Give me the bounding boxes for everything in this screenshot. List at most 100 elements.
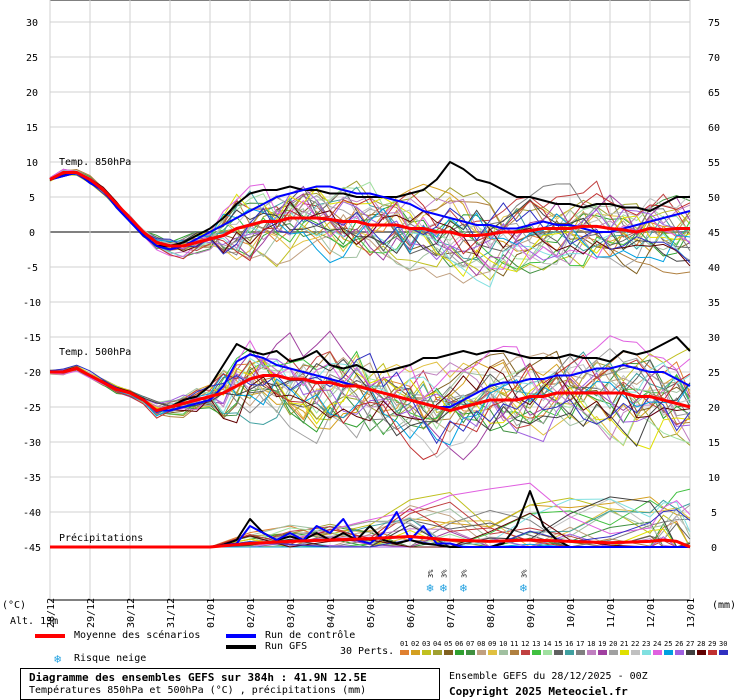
pert-number: 21 xyxy=(620,640,629,648)
pert-swatch xyxy=(400,650,409,655)
pert-swatch xyxy=(587,650,596,655)
left-tick-label: -40 xyxy=(23,508,41,519)
snow-risk: 3% ❄ 3% ❄ 3% ❄ 3% ❄ xyxy=(426,569,528,595)
pert-swatch xyxy=(499,650,508,655)
right-unit: (mm) xyxy=(712,600,737,611)
pert-number: 19 xyxy=(598,640,607,648)
x-tick-label: 03/01 xyxy=(286,598,297,628)
x-tick-label: 13/01 xyxy=(686,598,697,628)
footer-title: Diagramme des ensembles GEFS sur 384h : … xyxy=(29,671,367,684)
panel-label-t850: Temp. 850hPa xyxy=(59,157,131,168)
pert-number: 24 xyxy=(653,640,662,648)
pert-number: 17 xyxy=(576,640,585,648)
pert-number: 20 xyxy=(609,640,618,648)
pert-swatch xyxy=(664,650,673,655)
perturbation-line xyxy=(49,358,691,443)
pert-number: 13 xyxy=(532,640,541,648)
pert-number: 05 xyxy=(444,640,453,648)
snowflake-icon: ❄ xyxy=(460,581,467,595)
pert-swatch xyxy=(631,650,640,655)
perturbation-line xyxy=(49,359,691,442)
pert-swatch xyxy=(686,650,695,655)
pert-number: 09 xyxy=(488,640,497,648)
left-tick-label: -30 xyxy=(23,438,41,449)
pert-number: 01 xyxy=(400,640,409,648)
x-tick-label: 08/01 xyxy=(486,598,497,628)
pert-number: 08 xyxy=(477,640,486,648)
right-tick-label: 40 xyxy=(708,263,720,274)
pert-number: 22 xyxy=(631,640,640,648)
right-tick-label: 25 xyxy=(708,368,720,379)
left-tick-label: 10 xyxy=(26,158,38,169)
pert-swatch xyxy=(642,650,651,655)
right-tick-label: 15 xyxy=(708,438,720,449)
snowflake-icon: ❄ xyxy=(426,581,433,595)
pert-number: 03 xyxy=(422,640,431,648)
pert-swatch xyxy=(532,650,541,655)
t850-control-line xyxy=(49,171,691,251)
x-tick-label: 02/01 xyxy=(246,598,257,628)
legend-snow-label: Risque neige xyxy=(74,653,147,664)
run-info: Ensemble GEFS du 28/12/2025 - 00Z xyxy=(449,671,648,682)
pert-number: 11 xyxy=(510,640,519,648)
pert-number: 26 xyxy=(675,640,684,648)
pert-swatch xyxy=(411,650,420,655)
left-tick-label: -15 xyxy=(23,333,41,344)
snow-risk-percent: 3% xyxy=(440,569,448,578)
pert-swatch xyxy=(488,650,497,655)
pert-swatch xyxy=(719,650,728,655)
snow-risk-percent: 3% xyxy=(520,569,528,578)
pert-number: 04 xyxy=(433,640,442,648)
pert-swatch xyxy=(521,650,530,655)
left-tick-label: -35 xyxy=(23,473,41,484)
pert-swatch xyxy=(620,650,629,655)
pert-swatch xyxy=(697,650,706,655)
pert-number: 10 xyxy=(499,640,508,648)
copyright: Copyright 2025 Meteociel.fr xyxy=(449,685,628,698)
right-tick-label: 0 xyxy=(711,543,717,554)
perturbation-line xyxy=(49,350,691,425)
right-tick-label: 60 xyxy=(708,123,720,134)
pert-number: 18 xyxy=(587,640,596,648)
snowflake-icon: ❄ xyxy=(520,581,527,595)
snow-risk-percent: 3% xyxy=(460,569,468,578)
perturbation-line xyxy=(49,172,691,263)
pert-number: 28 xyxy=(697,640,706,648)
precip-mean-line xyxy=(50,535,691,549)
right-tick-label: 50 xyxy=(708,193,720,204)
right-tick-label: 70 xyxy=(708,53,720,64)
pert-number: 25 xyxy=(664,640,673,648)
x-tick-label: 30/12 xyxy=(126,598,137,628)
x-tick-label: 05/01 xyxy=(366,598,377,628)
x-tick-label: 10/01 xyxy=(566,598,577,628)
pert-number: 02 xyxy=(411,640,420,648)
legend-perts-label: 30 Perts. xyxy=(340,646,395,657)
perturbation-line xyxy=(49,359,691,450)
pert-number: 15 xyxy=(554,640,563,648)
x-tick-label: 28/12 xyxy=(46,598,57,628)
snowflake-icon: ❄ xyxy=(440,581,447,595)
pert-swatch xyxy=(444,650,453,655)
x-tick-label: 29/12 xyxy=(86,598,97,628)
left-tick-label: 25 xyxy=(26,53,38,64)
right-tick-label: 5 xyxy=(711,508,717,519)
left-tick-label: 30 xyxy=(26,18,38,29)
x-tick-label: 11/01 xyxy=(606,598,617,628)
left-tick-label: -5 xyxy=(26,263,38,274)
left-tick-label: 5 xyxy=(29,193,35,204)
x-tick-label: 04/01 xyxy=(326,598,337,628)
x-tick-label: 09/01 xyxy=(526,598,537,628)
pert-number: 30 xyxy=(719,640,728,648)
footer-box: Diagramme des ensembles GEFS sur 384h : … xyxy=(20,668,440,700)
left-tick-label: -10 xyxy=(23,298,41,309)
perturbation-line xyxy=(49,173,691,257)
left-tick-label: 0 xyxy=(29,228,35,239)
left-tick-label: 20 xyxy=(26,88,38,99)
legend-control-label: Run de contrôle xyxy=(265,630,356,641)
right-tick-label: 65 xyxy=(708,88,720,99)
pert-swatch xyxy=(422,650,431,655)
pert-swatch xyxy=(510,650,519,655)
pert-swatch xyxy=(576,650,585,655)
right-tick-label: 20 xyxy=(708,403,720,414)
